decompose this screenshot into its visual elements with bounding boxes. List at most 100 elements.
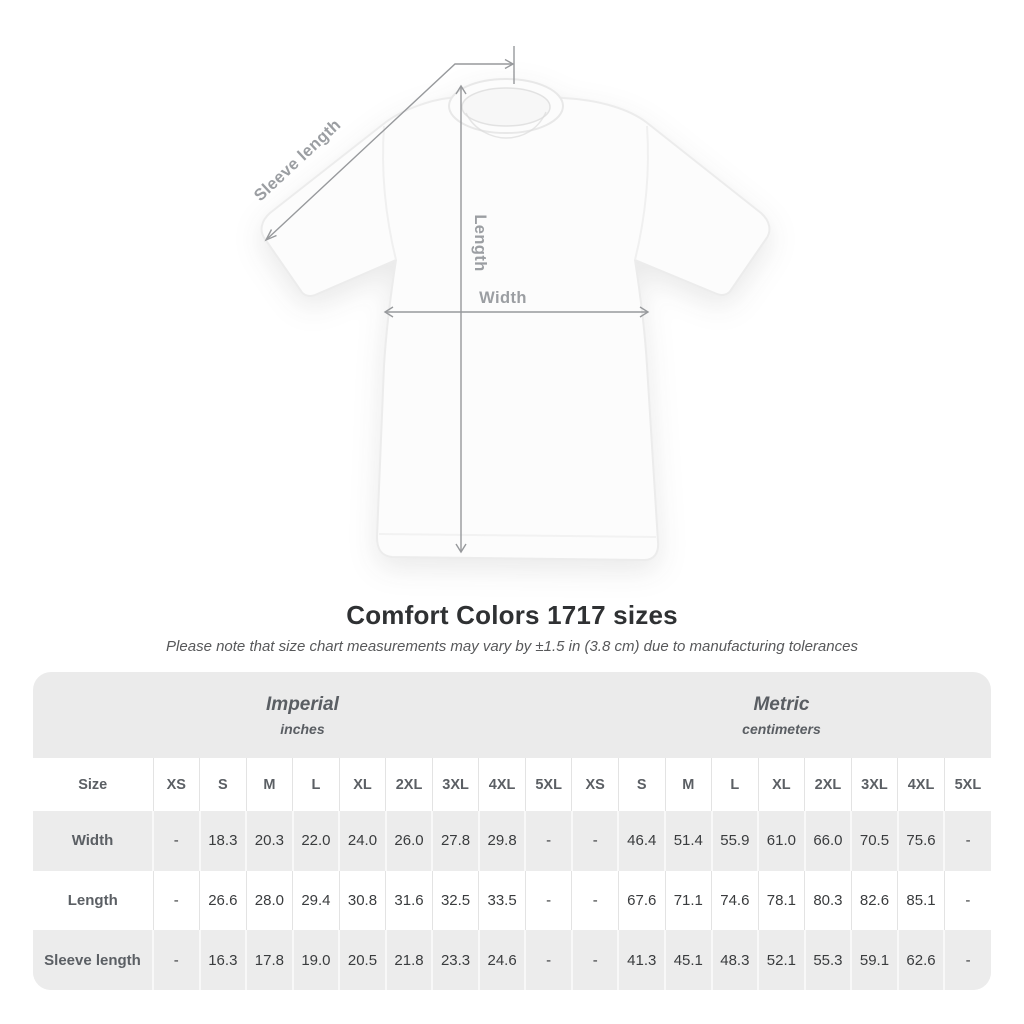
size-cell: 33.5 [478,870,526,931]
size-col-header: 3XL [850,758,898,811]
size-col-header: 5XL [943,758,991,811]
size-cell: - [570,930,619,990]
size-cell: - [570,811,619,871]
imperial-group-label: Imperial [266,693,339,715]
unit-group-row: Imperial inches Metric centimeters [33,672,991,758]
size-col-header: XS [571,758,619,811]
tshirt-measurement-diagram: Sleeve length Length Width [251,46,771,561]
size-cell: 16.3 [198,930,247,990]
size-col-header: S [617,758,666,811]
size-col-header: 3XL [431,758,479,811]
metric-group-unit: centimeters [742,720,821,737]
size-cell: 55.3 [803,930,852,990]
size-cell: 80.3 [804,870,852,931]
size-cell: 31.6 [385,870,433,931]
size-cell: 41.3 [617,930,666,990]
tshirt-shape [260,78,771,561]
size-cell: 20.5 [338,930,386,990]
size-col-header: L [711,758,759,811]
size-cell: 21.8 [384,930,433,990]
chart-header: Comfort Colors 1717 sizes Please note th… [0,600,1024,655]
size-cell: 46.4 [617,811,666,871]
size-cell: 82.6 [850,870,898,931]
size-cell: 24.6 [477,930,526,990]
size-cell: 23.3 [431,930,479,990]
size-cell: 75.6 [896,811,945,871]
size-cell: 27.8 [431,811,479,871]
size-header-row: Size XS S M L XL 2XL 3XL 4XL 5XL XS S M … [33,758,991,811]
size-col-header: 5XL [524,758,572,811]
tolerance-note: Please note that size chart measurements… [166,638,858,655]
size-col-header: XS [152,758,200,811]
table-row-sleeve-length: Sleeve length - 16.3 17.8 19.0 20.5 21.8… [33,930,991,990]
size-cell: 24.0 [338,811,386,871]
imperial-group-unit: inches [280,720,325,737]
size-col-header: 2XL [385,758,433,811]
size-cell: 26.6 [199,870,247,931]
table-row-length: Length - 26.6 28.0 29.4 30.8 31.6 32.5 3… [33,870,991,931]
size-cell: 29.4 [292,870,340,931]
size-cell: - [152,930,200,990]
size-cell: 20.3 [245,811,293,871]
size-cell: - [152,870,200,931]
size-cell: 59.1 [850,930,898,990]
size-cell: 78.1 [757,870,805,931]
size-cell: 74.6 [711,870,759,931]
length-label: Length [471,214,489,271]
size-col-header: 2XL [804,758,852,811]
size-cell: 28.0 [245,870,293,931]
size-cell: 22.0 [291,811,340,871]
size-cell: 17.8 [245,930,293,990]
metric-group-header: Metric centimeters [572,672,991,758]
table-row-width: Width - 18.3 20.3 22.0 24.0 26.0 27.8 29… [33,811,991,871]
size-col-header: L [292,758,340,811]
size-cell: - [571,870,619,931]
size-chart-table: Imperial inches Metric centimeters Size … [33,672,991,990]
size-cell: 48.3 [710,930,759,990]
size-cell: - [943,930,991,990]
size-cell: 61.0 [757,811,805,871]
size-cell: - [524,930,572,990]
size-cell: - [524,870,572,931]
size-cell: 85.1 [897,870,945,931]
size-cell: 29.8 [477,811,526,871]
size-cell: 67.6 [617,870,666,931]
size-col-header: XL [338,758,386,811]
size-col-header: M [245,758,293,811]
width-label: Width [479,289,527,307]
row-label: Sleeve length [33,930,153,990]
size-cell: 19.0 [291,930,340,990]
imperial-group-header: Imperial inches [33,672,572,758]
size-cell: 62.6 [896,930,945,990]
size-cell: 32.5 [431,870,479,931]
row-label: Width [33,811,153,871]
size-col-header: 4XL [897,758,945,811]
row-label: Length [33,870,153,931]
tshirt-image: Sleeve length Length Width [251,46,771,561]
size-cell: 71.1 [664,870,712,931]
page-title: Comfort Colors 1717 sizes [346,600,678,630]
size-cell: - [943,811,991,871]
size-col-header: XL [757,758,805,811]
sleeve-length-line [264,46,515,242]
size-col-header: M [664,758,712,811]
size-cell: 26.0 [384,811,433,871]
size-cell: 51.4 [664,811,712,871]
size-cell: 30.8 [338,870,386,931]
length-line [455,84,467,554]
size-cell: 66.0 [803,811,852,871]
size-cell: 45.1 [664,930,712,990]
size-column-header: Size [33,758,153,811]
width-line [383,306,650,318]
size-cell: - [152,811,200,871]
size-cell: 18.3 [198,811,247,871]
size-col-header: S [199,758,247,811]
size-chart-card: Imperial inches Metric centimeters Size … [33,672,991,990]
size-cell: 52.1 [757,930,805,990]
size-cell: 55.9 [710,811,759,871]
size-cell: 70.5 [850,811,898,871]
metric-group-label: Metric [753,693,810,715]
size-col-header: 4XL [478,758,526,811]
size-cell: - [524,811,572,871]
